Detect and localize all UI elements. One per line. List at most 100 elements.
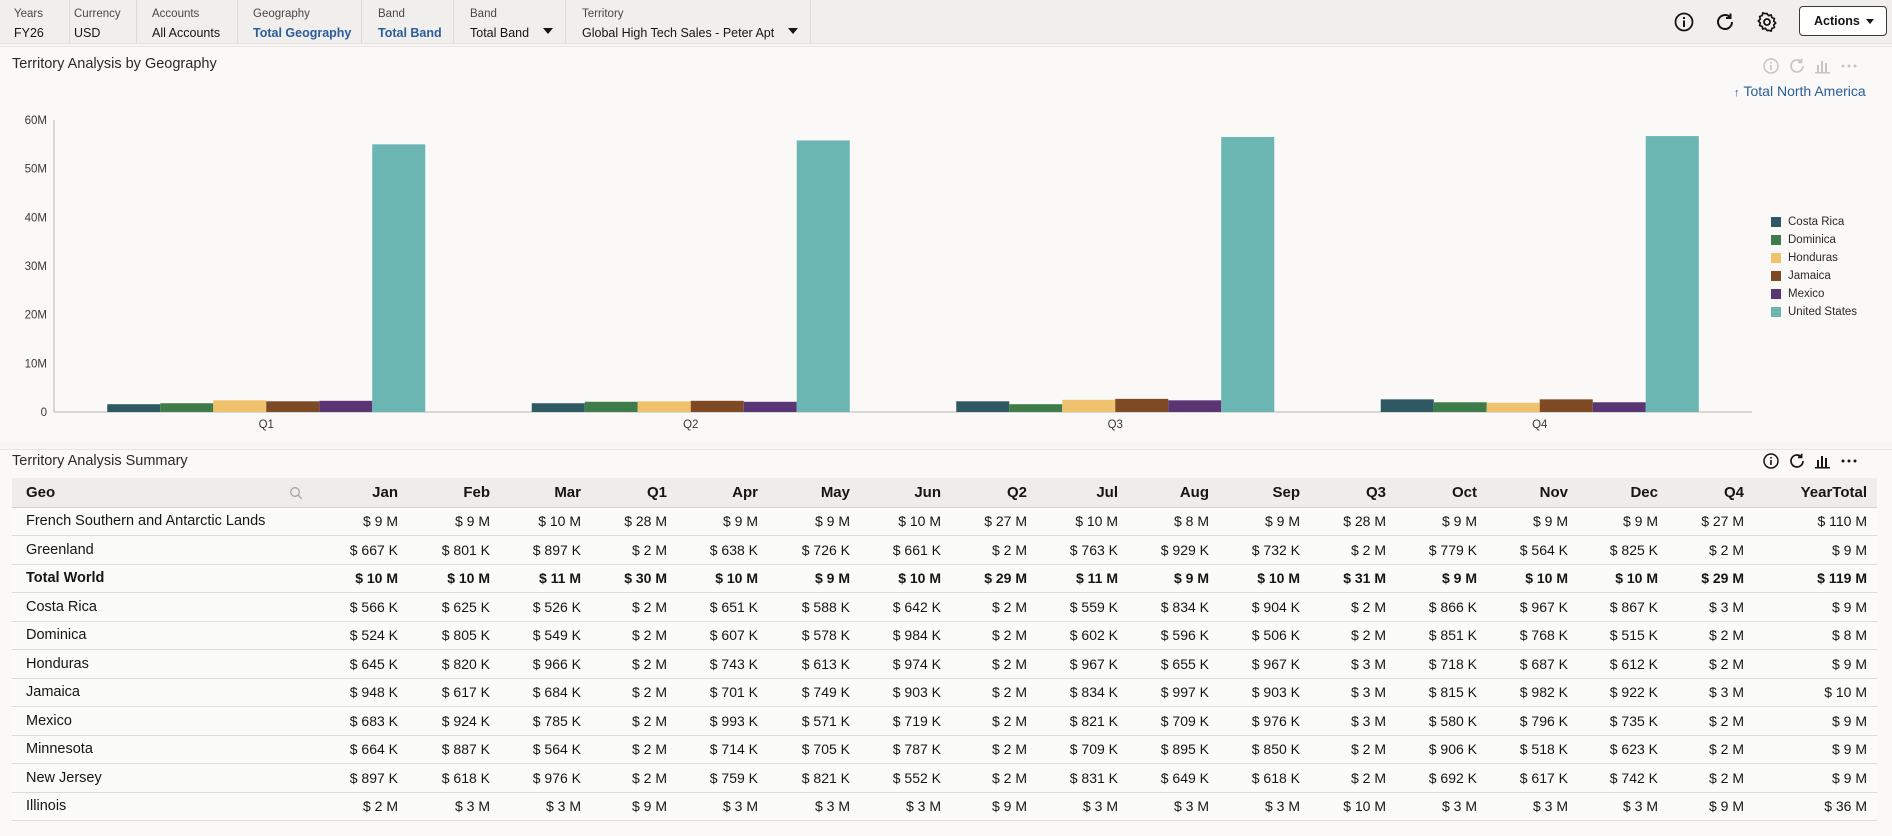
column-header-q2[interactable]: Q2: [951, 478, 1037, 508]
data-cell[interactable]: $ 993 K: [677, 706, 768, 736]
data-cell[interactable]: $ 897 K: [322, 763, 408, 793]
data-cell[interactable]: $ 866 K: [1396, 592, 1487, 622]
data-cell[interactable]: $ 28 M: [591, 507, 677, 536]
data-cell[interactable]: $ 2 M: [591, 735, 677, 764]
data-cell[interactable]: $ 709 K: [1037, 735, 1128, 764]
column-header-oct[interactable]: Oct: [1396, 478, 1487, 508]
data-cell[interactable]: $ 566 K: [322, 592, 408, 622]
data-cell[interactable]: $ 3 M: [677, 792, 768, 821]
row-header-cell[interactable]: New Jersey: [12, 763, 322, 793]
data-cell[interactable]: $ 2 M: [1310, 621, 1396, 650]
data-cell[interactable]: $ 9 M: [322, 507, 408, 536]
refresh-icon[interactable]: [1788, 57, 1808, 77]
legend-item[interactable]: Costa Rica: [1771, 213, 1857, 231]
data-cell[interactable]: $ 9 M: [768, 564, 860, 593]
data-cell[interactable]: $ 9 M: [1754, 592, 1877, 622]
info-icon[interactable]: [1762, 57, 1782, 77]
column-header-sep[interactable]: Sep: [1219, 478, 1310, 508]
data-cell[interactable]: $ 3 M: [1578, 792, 1668, 821]
data-cell[interactable]: $ 578 K: [768, 621, 860, 650]
data-cell[interactable]: $ 850 K: [1219, 735, 1310, 764]
pov-currency[interactable]: Currency USD: [64, 0, 137, 44]
more-icon[interactable]: [1840, 57, 1860, 77]
row-header-cell[interactable]: Dominica: [12, 621, 322, 650]
bar[interactable]: [796, 140, 850, 412]
data-cell[interactable]: $ 3 M: [1219, 792, 1310, 821]
data-cell[interactable]: $ 9 M: [768, 507, 860, 536]
data-cell[interactable]: $ 3 M: [1668, 592, 1754, 622]
data-cell[interactable]: $ 718 K: [1396, 649, 1487, 679]
bar[interactable]: [690, 400, 744, 412]
data-cell[interactable]: $ 904 K: [1219, 592, 1310, 622]
data-cell[interactable]: $ 922 K: [1578, 678, 1668, 707]
data-cell[interactable]: $ 607 K: [677, 621, 768, 650]
data-cell[interactable]: $ 3 M: [1668, 678, 1754, 707]
data-cell[interactable]: $ 549 K: [500, 621, 591, 650]
pov-value[interactable]: Global High Tech Sales - Peter Apt: [582, 26, 775, 40]
pov-years[interactable]: Years FY26: [4, 0, 70, 44]
data-cell[interactable]: $ 2 M: [591, 678, 677, 707]
bar[interactable]: [584, 401, 638, 412]
data-cell[interactable]: $ 2 M: [591, 763, 677, 793]
data-cell[interactable]: $ 759 K: [677, 763, 768, 793]
data-cell[interactable]: $ 3 M: [860, 792, 951, 821]
data-cell[interactable]: $ 895 K: [1128, 735, 1219, 764]
data-cell[interactable]: $ 638 K: [677, 535, 768, 565]
pov-band-dropdown[interactable]: Band Total Band: [460, 0, 566, 44]
bar[interactable]: [107, 404, 161, 412]
data-cell[interactable]: $ 787 K: [860, 735, 951, 764]
info-icon[interactable]: [1762, 452, 1782, 472]
data-cell[interactable]: $ 967 K: [1487, 592, 1578, 622]
data-cell[interactable]: $ 867 K: [1578, 592, 1668, 622]
column-header-q4[interactable]: Q4: [1668, 478, 1754, 508]
data-cell[interactable]: $ 735 K: [1578, 706, 1668, 736]
data-cell[interactable]: $ 661 K: [860, 535, 951, 565]
data-cell[interactable]: $ 649 K: [1128, 763, 1219, 793]
pov-territory-dropdown[interactable]: Territory Global High Tech Sales - Peter…: [572, 0, 811, 44]
bar[interactable]: [637, 401, 691, 412]
data-cell[interactable]: $ 2 M: [1310, 763, 1396, 793]
data-cell[interactable]: $ 3 M: [408, 792, 500, 821]
data-cell[interactable]: $ 3 M: [500, 792, 591, 821]
data-cell[interactable]: $ 2 M: [951, 535, 1037, 565]
data-cell[interactable]: $ 617 K: [1487, 763, 1578, 793]
row-header-cell[interactable]: Illinois: [12, 792, 322, 821]
data-cell[interactable]: $ 732 K: [1219, 535, 1310, 565]
column-header-jun[interactable]: Jun: [860, 478, 951, 508]
row-header-cell[interactable]: Jamaica: [12, 678, 322, 707]
data-cell[interactable]: $ 705 K: [768, 735, 860, 764]
data-cell[interactable]: $ 821 K: [1037, 706, 1128, 736]
bar[interactable]: [1221, 137, 1275, 412]
pov-band[interactable]: Band Total Band: [368, 0, 454, 44]
data-cell[interactable]: $ 10 M: [408, 564, 500, 593]
data-cell[interactable]: $ 2 M: [591, 592, 677, 622]
data-cell[interactable]: $ 976 K: [1219, 706, 1310, 736]
data-cell[interactable]: $ 714 K: [677, 735, 768, 764]
data-cell[interactable]: $ 9 M: [1754, 649, 1877, 679]
pov-geography[interactable]: Geography Total Geography: [243, 0, 362, 44]
data-cell[interactable]: $ 552 K: [860, 763, 951, 793]
data-cell[interactable]: $ 9 M: [1754, 735, 1877, 764]
data-cell[interactable]: $ 10 M: [1754, 678, 1877, 707]
data-cell[interactable]: $ 3 M: [1310, 678, 1396, 707]
data-cell[interactable]: $ 27 M: [951, 507, 1037, 536]
data-cell[interactable]: $ 948 K: [322, 678, 408, 707]
pov-value-link[interactable]: Total Geography: [253, 26, 352, 40]
data-cell[interactable]: $ 743 K: [677, 649, 768, 679]
pov-accounts[interactable]: Accounts All Accounts: [142, 0, 238, 44]
data-cell[interactable]: $ 664 K: [322, 735, 408, 764]
data-cell[interactable]: $ 726 K: [768, 535, 860, 565]
data-cell[interactable]: $ 2 M: [1310, 535, 1396, 565]
data-cell[interactable]: $ 559 K: [1037, 592, 1128, 622]
data-cell[interactable]: $ 11 M: [500, 564, 591, 593]
data-cell[interactable]: $ 667 K: [322, 535, 408, 565]
data-cell[interactable]: $ 2 M: [591, 535, 677, 565]
data-cell[interactable]: $ 997 K: [1128, 678, 1219, 707]
column-header-q3[interactable]: Q3: [1310, 478, 1396, 508]
data-cell[interactable]: $ 2 M: [591, 706, 677, 736]
data-cell[interactable]: $ 618 K: [408, 763, 500, 793]
data-cell[interactable]: $ 2 M: [1668, 763, 1754, 793]
gear-icon[interactable]: [1756, 11, 1778, 33]
data-cell[interactable]: $ 2 M: [951, 621, 1037, 650]
data-cell[interactable]: $ 801 K: [408, 535, 500, 565]
